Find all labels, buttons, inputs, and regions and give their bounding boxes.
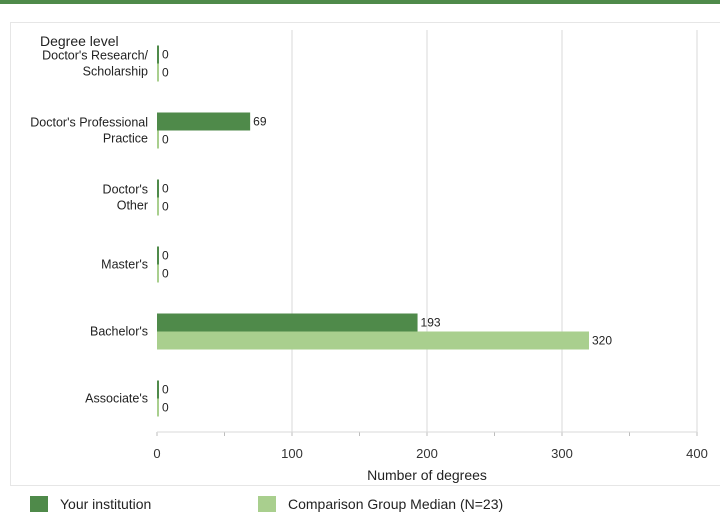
x-tick-label: 100 [281, 446, 303, 461]
data-label: 0 [162, 66, 169, 80]
bar [157, 331, 589, 350]
data-label: 193 [421, 316, 441, 330]
bar [157, 313, 418, 332]
bar [157, 398, 159, 417]
top-accent-bar [0, 0, 720, 4]
category-label: Associate's [85, 392, 148, 406]
legend-item-comparison-median: Comparison Group Median (N=23) [258, 495, 503, 513]
legend-label-comparison-median: Comparison Group Median (N=23) [288, 496, 504, 512]
x-axis-title: Number of degrees [367, 467, 487, 483]
bar [157, 197, 159, 216]
x-tick-label: 200 [416, 446, 438, 461]
legend-swatch-comparison-median [258, 496, 276, 512]
legend-item-your-institution: Your institution [30, 495, 151, 513]
category-label: Doctor's Other [103, 183, 148, 213]
x-tick-label: 0 [153, 446, 160, 461]
chart-frame [10, 22, 720, 486]
category-label: Doctor's Professional Practice [30, 116, 148, 146]
bar [157, 45, 159, 64]
legend-swatch-your-institution [30, 496, 48, 512]
data-label: 0 [162, 249, 169, 263]
data-label: 0 [162, 200, 169, 214]
legend-label-your-institution: Your institution [60, 496, 152, 512]
data-label: 0 [162, 401, 169, 415]
x-tick-label: 400 [686, 446, 708, 461]
bar [157, 179, 159, 198]
data-label: 0 [162, 133, 169, 147]
bar [157, 264, 159, 283]
category-label: Doctor's Research/Scholarship [42, 49, 148, 79]
bar [157, 130, 159, 149]
data-label: 0 [162, 267, 169, 281]
bar [157, 63, 159, 82]
x-tick-label: 300 [551, 446, 573, 461]
category-label: Master's [101, 258, 148, 272]
bar [157, 112, 251, 131]
data-label: 0 [162, 182, 169, 196]
data-label: 69 [253, 115, 267, 129]
data-label: 0 [162, 48, 169, 62]
data-label: 320 [592, 334, 612, 348]
bar [157, 380, 159, 399]
y-axis-title: Degree level [40, 33, 119, 49]
bar [157, 246, 159, 265]
category-label: Bachelor's [90, 325, 148, 339]
data-label: 0 [162, 383, 169, 397]
